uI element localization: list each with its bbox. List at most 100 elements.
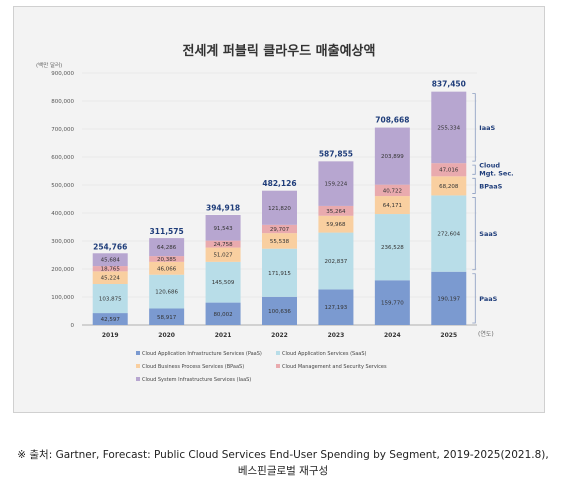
x-tick-label: 2019	[102, 332, 119, 339]
bar-segment	[205, 215, 241, 241]
bar-segment	[318, 289, 354, 325]
bar-segment	[431, 91, 467, 164]
total-label: 311,575	[150, 227, 184, 236]
segment-value-label: 58,917	[157, 315, 177, 321]
bar-segment	[431, 176, 467, 196]
legend-swatch	[276, 351, 280, 355]
side-label: Cloud Mgt. Sec.	[479, 162, 513, 178]
segment-value-label: 40,722	[383, 188, 402, 194]
bar-segment	[205, 302, 241, 325]
legend-label: Cloud System Infrastructure Services (Ia…	[142, 377, 251, 383]
side-bracket	[472, 197, 476, 271]
bar-segment	[318, 205, 354, 216]
y-tick-labels: 0 100,000 200,000 300,000 400,000 500,000 600,…	[51, 71, 74, 329]
bar-segments	[92, 91, 467, 325]
segment-value-label: 64,171	[383, 203, 402, 209]
segment-value-label: 159,224	[325, 182, 348, 188]
legend-swatch	[136, 377, 140, 381]
side-bracket	[472, 177, 476, 194]
segment-value-label: 190,197	[437, 296, 460, 302]
side-label: BPaaS	[479, 182, 502, 190]
segment-value-label: 203,899	[381, 154, 404, 160]
segment-value-label: 120,686	[155, 290, 178, 296]
segment-value-label: 18,765	[101, 267, 121, 273]
bar-segment	[262, 296, 297, 325]
bar-segment	[374, 184, 410, 197]
bar-segment	[149, 238, 185, 257]
y-tick-label: 800,000	[51, 99, 74, 105]
bar-segment	[262, 190, 297, 225]
segment-value-label: 46,066	[157, 266, 177, 272]
x-tick-label: 2024	[384, 332, 401, 339]
x-tick-labels: 2019 2020 2021 2022 2023 2024 2025	[102, 332, 457, 339]
total-label: 394,918	[206, 203, 240, 212]
source-note: ※ 출처: Gartner, Forecast: Public Cloud Se…	[17, 449, 549, 461]
side-label: PaaS	[479, 295, 497, 303]
segment-value-label: 45,684	[101, 258, 121, 264]
y-tick-label: 600,000	[51, 155, 74, 161]
segment-value-label: 29,707	[270, 227, 290, 233]
bar-segment	[374, 214, 410, 281]
side-label: SaaS	[479, 230, 497, 238]
x-axis-unit: (연도)	[478, 330, 494, 338]
bar-segment	[92, 266, 128, 272]
bar-segment	[205, 261, 241, 303]
side-bracket	[472, 164, 476, 175]
total-label: 587,855	[319, 149, 353, 158]
legend-label: Cloud Application Services (SaaS)	[282, 351, 366, 357]
segment-value-label: 59,968	[326, 222, 346, 228]
bar-segment	[318, 161, 354, 206]
bar-segment	[262, 248, 297, 297]
bar-segment	[92, 253, 128, 267]
y-tick-label: 100,000	[51, 295, 74, 301]
legend-swatch	[276, 364, 280, 368]
segment-value-label: 45,224	[101, 276, 121, 282]
bar-segment	[149, 274, 185, 309]
chart-title: 전세계 퍼블릭 클라우드 매출예상액	[183, 43, 376, 59]
bar-segment	[431, 163, 467, 177]
segment-value-label: 47,016	[439, 168, 459, 174]
legend-label: Cloud Application Infrastructure Service…	[142, 351, 262, 357]
bar-segment	[149, 261, 185, 275]
x-tick-label: 2020	[158, 332, 175, 339]
segment-value-label: 121,820	[268, 206, 291, 212]
y-tick-label: 500,000	[51, 183, 74, 189]
side-bracket	[472, 273, 476, 324]
bar-segment	[92, 271, 128, 284]
y-tick-label: 400,000	[51, 211, 74, 217]
bar-segment	[374, 280, 410, 325]
segment-value-label: 80,002	[213, 312, 232, 318]
side-label: IaaS	[479, 124, 495, 132]
legend-label: Cloud Management and Security Services	[282, 364, 387, 370]
total-label: 837,450	[432, 80, 466, 89]
segment-value-labels: 42,597 103,875 45,224 18,765 45,684 58,917 120…	[99, 125, 461, 323]
segment-value-label: 55,538	[270, 239, 290, 245]
segment-value-label: 24,758	[213, 242, 233, 248]
total-label: 708,668	[375, 116, 409, 125]
bar-segment	[205, 247, 241, 262]
segment-value-label: 20,385	[157, 257, 177, 263]
source-note-credit: 베스핀글로벌 재구성	[237, 465, 329, 477]
x-tick-label: 2023	[328, 332, 345, 339]
segment-side-labels: PaaS SaaS BPaaS Cloud Mgt. Sec. IaaS	[472, 93, 514, 324]
bar-segment	[262, 233, 297, 249]
bar-segment	[92, 283, 128, 314]
segment-value-label: 51,027	[213, 253, 233, 259]
total-label: 482,126	[262, 179, 296, 188]
chart-frame: 전세계 퍼블릭 클라우드 매출예상액 (백만 달러) (연도) 0 100,000…	[13, 6, 545, 413]
segment-value-label: 159,770	[381, 301, 404, 307]
total-labels: 254,766 311,575 394,918 482,126 587,855 708,6…	[93, 80, 466, 252]
bar-segment	[374, 196, 410, 215]
segment-value-label: 68,208	[439, 184, 459, 190]
chart-svg: 전세계 퍼블릭 클라우드 매출예상액 (백만 달러) (연도) 0 100,000…	[36, 43, 514, 383]
segment-value-label: 42,597	[101, 317, 121, 323]
y-tick-label: 300,000	[51, 239, 74, 245]
y-axis-unit: (백만 달러)	[36, 61, 62, 69]
segment-value-label: 91,543	[213, 226, 233, 232]
bar-segment	[431, 195, 467, 272]
segment-value-label: 103,875	[99, 297, 122, 303]
x-tick-label: 2025	[440, 332, 457, 339]
legend-label: Cloud Business Process Services (BPaaS)	[142, 364, 244, 370]
bar-segment	[92, 313, 128, 325]
bar-segment	[318, 215, 354, 233]
